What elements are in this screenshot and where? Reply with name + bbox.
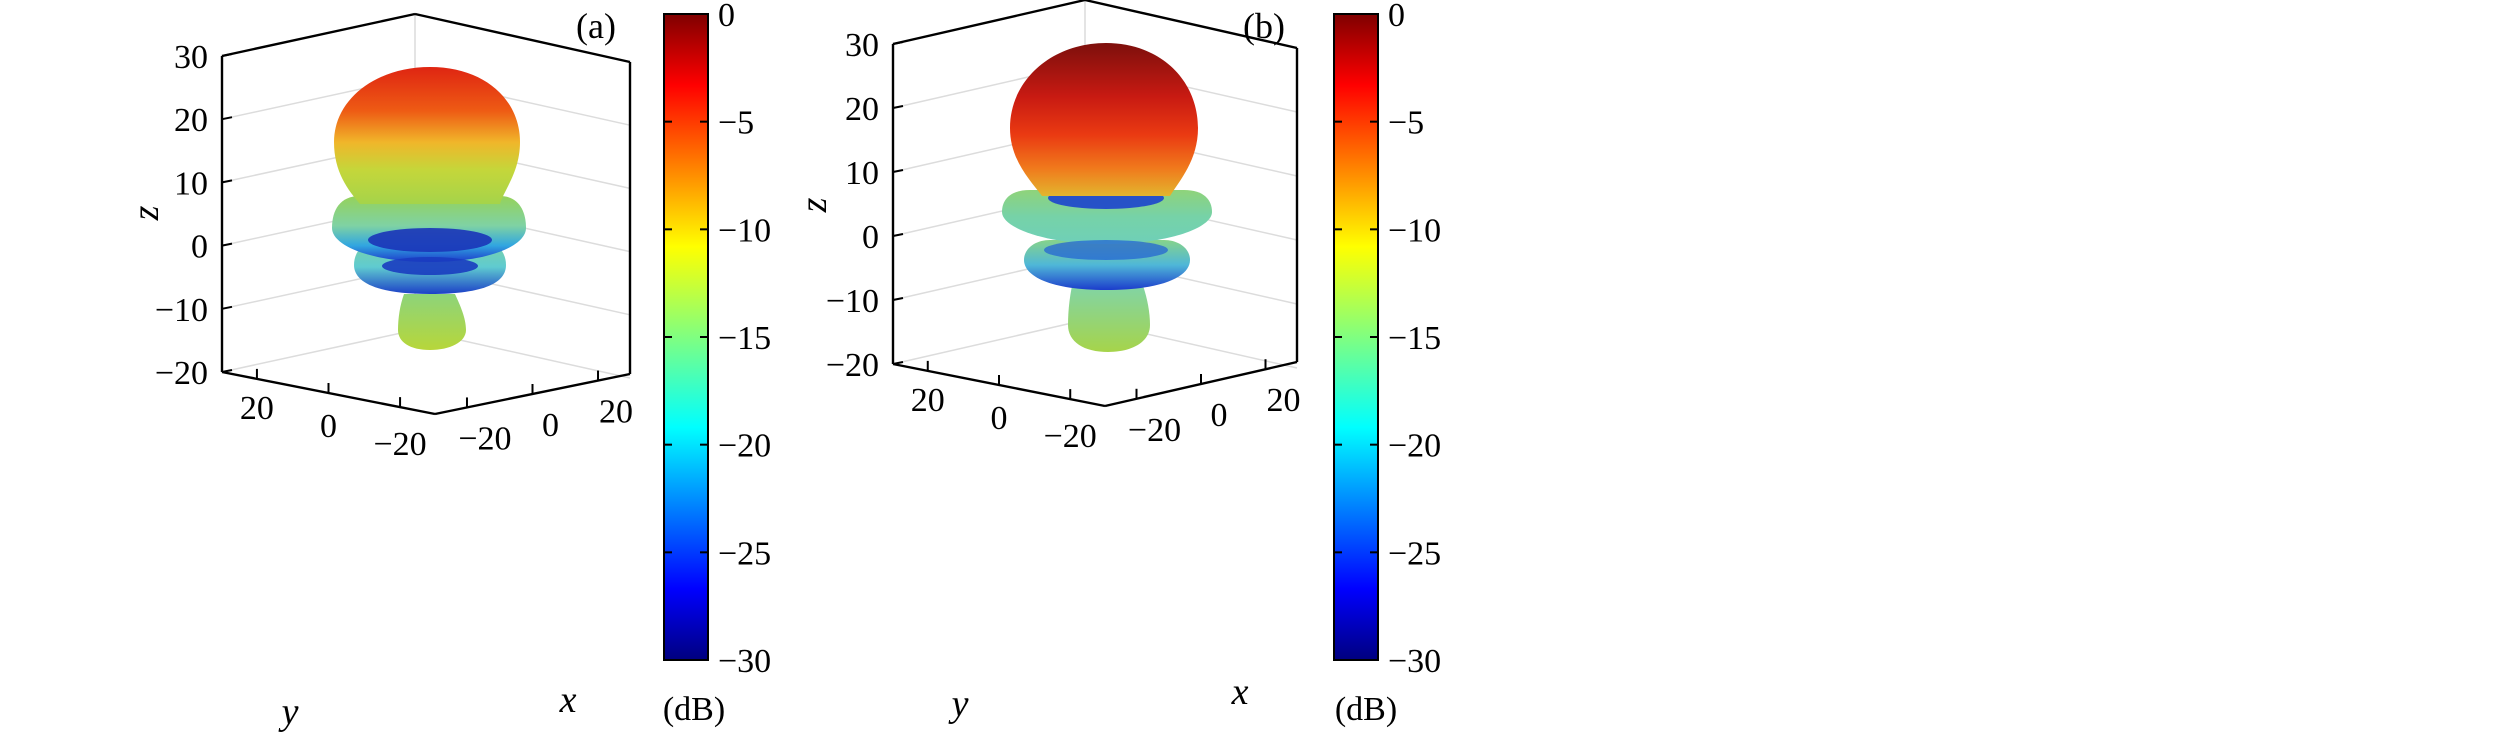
colorbar-tick-label: −20 — [718, 428, 771, 465]
x-tick-label: 20 — [599, 394, 633, 431]
colorbar-unit: (dB) — [663, 691, 725, 728]
z-tick-mark — [221, 305, 233, 310]
colorbar-tick-label: 0 — [718, 0, 735, 34]
z-tick-mark — [221, 242, 233, 247]
z-tick-mark — [892, 41, 904, 45]
z-tick-label: 10 — [845, 155, 879, 192]
gridline — [221, 329, 416, 373]
y-tick-label: −20 — [1044, 418, 1097, 455]
z-tick-mark — [221, 179, 233, 184]
y-tick-label: 20 — [240, 390, 274, 427]
z-tick-label: −10 — [826, 283, 879, 320]
z-tick-label: 30 — [174, 39, 208, 76]
colorbar: 0 −5 −10 −15 −20 −25 −30 (dB) — [1333, 0, 1441, 728]
x-tick-label: 20 — [1267, 382, 1301, 419]
lobe-bottom — [1068, 278, 1150, 352]
z-tick-label: 20 — [174, 102, 208, 139]
lobe-main — [1010, 43, 1198, 196]
x-axis: −20 0 20 x — [458, 370, 633, 721]
z-tick-mark — [892, 297, 904, 301]
y-axis: 20 0 −20 y — [911, 360, 1097, 725]
colorbar-tick-label: 0 — [1388, 0, 1405, 34]
y-tick-label: −20 — [373, 426, 426, 463]
colorbar-tick-label: −10 — [1388, 212, 1441, 249]
z-tick-label: 10 — [174, 165, 208, 202]
x-tick-label: −20 — [458, 420, 511, 457]
z-tick-mark — [892, 361, 904, 365]
x-axis-label: x — [559, 679, 577, 721]
colorbar-tick-label: −25 — [718, 535, 771, 572]
colorbar-tick-label: −5 — [718, 105, 754, 142]
radiation-pattern-surface — [1002, 43, 1212, 352]
y-axis-label: y — [278, 691, 299, 733]
colorbar-tick-label: −5 — [1388, 105, 1424, 142]
null-ring-2 — [382, 257, 478, 275]
lobe-main — [334, 67, 520, 204]
y-axis: 20 0 −20 y — [240, 368, 427, 733]
y-tick-label: 0 — [991, 400, 1008, 437]
colorbar: 0 −5 −10 −15 −20 −25 −30 (dB) — [663, 0, 771, 728]
z-tick-mark — [892, 233, 904, 237]
z-tick-mark — [221, 116, 233, 121]
x-tick-label: 0 — [1211, 397, 1228, 434]
z-tick-mark — [892, 105, 904, 109]
colorbar-tick-label: −15 — [1388, 320, 1441, 357]
z-tick-mark — [221, 53, 233, 57]
z-axis-label: z — [125, 205, 167, 221]
radiation-pattern-surface — [332, 67, 526, 350]
colorbar-tick-label: −30 — [1388, 643, 1441, 680]
z-tick-label: −20 — [826, 347, 879, 384]
y-tick-label: 20 — [911, 382, 945, 419]
z-tick-mark — [221, 369, 233, 373]
z-tick-label: −20 — [155, 355, 208, 392]
z-tick-label: 0 — [191, 229, 208, 266]
z-axis: 30 20 10 0 −10 −20 z — [793, 27, 904, 384]
z-tick-label: −10 — [155, 292, 208, 329]
x-axis: −20 0 20 x — [1128, 359, 1301, 713]
y-axis-label: y — [948, 683, 969, 725]
panel-label: (a) — [576, 6, 616, 46]
null-ring-1 — [368, 228, 492, 252]
y-tick-label: 0 — [320, 408, 337, 445]
z-axis: 30 20 10 0 −10 −20 z — [125, 39, 233, 392]
gridline — [892, 319, 1086, 365]
x-tick-label: −20 — [1128, 412, 1181, 449]
x-tick-label: 0 — [542, 407, 559, 444]
z-tick-label: 20 — [845, 91, 879, 128]
colorbar-tick-label: −10 — [718, 212, 771, 249]
colorbar-tick-label: −15 — [718, 320, 771, 357]
z-axis-label: z — [793, 197, 835, 213]
colorbar-unit: (dB) — [1335, 691, 1397, 728]
colorbar-tick-label: −25 — [1388, 535, 1441, 572]
panel-label: (b) — [1243, 6, 1285, 46]
z-tick-mark — [892, 169, 904, 173]
z-tick-label: 0 — [862, 219, 879, 256]
null-ring-2 — [1044, 240, 1168, 260]
x-axis-label: x — [1231, 671, 1249, 713]
colorbar-tick-label: −30 — [718, 643, 771, 680]
lobe-side-1 — [1002, 190, 1212, 244]
lobe-bottom — [398, 294, 466, 350]
z-tick-label: 30 — [845, 27, 879, 64]
colorbar-tick-label: −20 — [1388, 428, 1441, 465]
